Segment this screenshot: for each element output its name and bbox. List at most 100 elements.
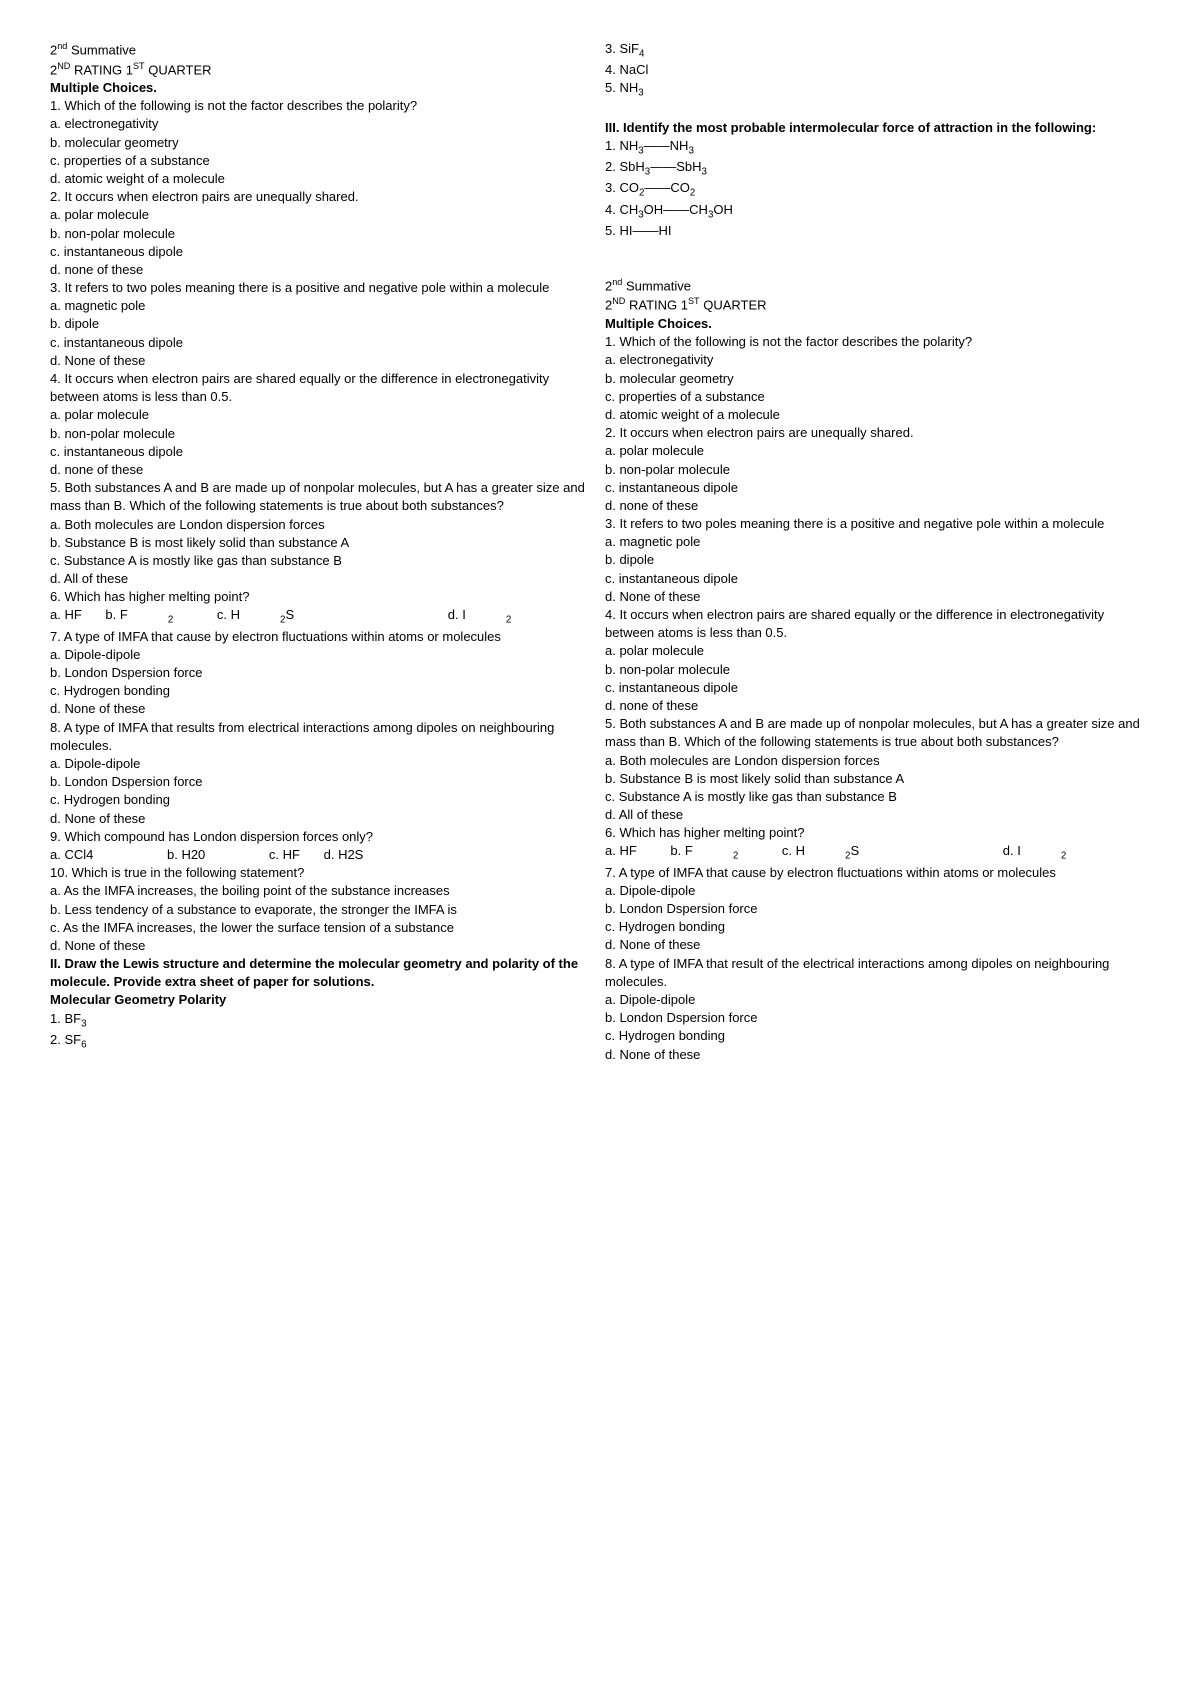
option-3d-right: d. None of these — [605, 588, 1150, 606]
option-8b-right: b. London Dspersion force — [605, 1009, 1150, 1027]
question-6: 6. Which has higher melting point? — [50, 588, 595, 606]
option-8a-right: a. Dipole-dipole — [605, 991, 1150, 1009]
header-line-2: 2ND RATING 1ST QUARTER — [50, 60, 595, 80]
option-2c: c. instantaneous dipole — [50, 243, 595, 261]
option-1b: b. molecular geometry — [50, 134, 595, 152]
multiple-choices-title-right: Multiple Choices. — [605, 315, 1150, 333]
question-6-right: 6. Which has higher melting point? — [605, 824, 1150, 842]
option-8d: d. None of these — [50, 810, 595, 828]
section-2-subtitle: Molecular Geometry Polarity — [50, 991, 595, 1009]
option-8c: c. Hydrogen bonding — [50, 791, 595, 809]
right-column: 3. SiF4 4. NaCl 5. NH3 III. Identify the… — [605, 40, 1150, 1064]
section-3-item-1: 1. NH3——NH3 — [605, 137, 1150, 158]
question-5-right: 5. Both substances A and B are made up o… — [605, 715, 1150, 751]
option-2b: b. non-polar molecule — [50, 225, 595, 243]
option-8b: b. London Dspersion force — [50, 773, 595, 791]
question-9: 9. Which compound has London dispersion … — [50, 828, 595, 846]
option-2a: a. polar molecule — [50, 206, 595, 224]
question-2-right: 2. It occurs when electron pairs are une… — [605, 424, 1150, 442]
option-3c-right: c. instantaneous dipole — [605, 570, 1150, 588]
option-7b: b. London Dspersion force — [50, 664, 595, 682]
option-1a-right: a. electronegativity — [605, 351, 1150, 369]
option-3a-right: a. magnetic pole — [605, 533, 1150, 551]
option-1b-right: b. molecular geometry — [605, 370, 1150, 388]
option-7c-right: c. Hydrogen bonding — [605, 918, 1150, 936]
header-line-2-right: 2ND RATING 1ST QUARTER — [605, 295, 1150, 315]
header-line-1-right: 2nd Summative — [605, 276, 1150, 296]
option-7d: d. None of these — [50, 700, 595, 718]
question-10: 10. Which is true in the following state… — [50, 864, 595, 882]
question-2: 2. It occurs when electron pairs are une… — [50, 188, 595, 206]
option-4a-right: a. polar molecule — [605, 642, 1150, 660]
option-4a: a. polar molecule — [50, 406, 595, 424]
section-2-item-5: 5. NH3 — [605, 79, 1150, 100]
option-3a: a. magnetic pole — [50, 297, 595, 315]
option-1c-right: c. properties of a substance — [605, 388, 1150, 406]
question-3: 3. It refers to two poles meaning there … — [50, 279, 595, 297]
option-10c: c. As the IMFA increases, the lower the … — [50, 919, 595, 937]
option-5a: a. Both molecules are London dispersion … — [50, 516, 595, 534]
option-8c-right: c. Hydrogen bonding — [605, 1027, 1150, 1045]
option-3b: b. dipole — [50, 315, 595, 333]
section-2-item-4: 4. NaCl — [605, 61, 1150, 79]
options-6-right: a. HF b. F2 c. H2S d. I2 — [605, 842, 1150, 863]
option-7c: c. Hydrogen bonding — [50, 682, 595, 700]
section-3-item-3: 3. CO2——CO2 — [605, 179, 1150, 200]
question-1: 1. Which of the following is not the fac… — [50, 97, 595, 115]
option-3b-right: b. dipole — [605, 551, 1150, 569]
option-2d-right: d. none of these — [605, 497, 1150, 515]
left-column: 2nd Summative 2ND RATING 1ST QUARTER Mul… — [50, 40, 595, 1064]
option-10a: a. As the IMFA increases, the boiling po… — [50, 882, 595, 900]
option-4b: b. non-polar molecule — [50, 425, 595, 443]
option-1d: d. atomic weight of a molecule — [50, 170, 595, 188]
section-2-item-1: 1. BF3 — [50, 1010, 595, 1031]
option-8a: a. Dipole-dipole — [50, 755, 595, 773]
section-2-item-2: 2. SF6 — [50, 1031, 595, 1052]
option-4d: d. none of these — [50, 461, 595, 479]
option-2a-right: a. polar molecule — [605, 442, 1150, 460]
option-5b-right: b. Substance B is most likely solid than… — [605, 770, 1150, 788]
section-3-item-4: 4. CH3OH——CH3OH — [605, 201, 1150, 222]
option-5c: c. Substance A is mostly like gas than s… — [50, 552, 595, 570]
option-4c-right: c. instantaneous dipole — [605, 679, 1150, 697]
option-10d: d. None of these — [50, 937, 595, 955]
option-3d: d. None of these — [50, 352, 595, 370]
options-9: a. CCl4 b. H20 c. HF d. H2S — [50, 846, 595, 864]
question-8: 8. A type of IMFA that results from elec… — [50, 719, 595, 755]
multiple-choices-title: Multiple Choices. — [50, 79, 595, 97]
option-1d-right: d. atomic weight of a molecule — [605, 406, 1150, 424]
section-3-item-5: 5. HI——HI — [605, 222, 1150, 240]
option-2b-right: b. non-polar molecule — [605, 461, 1150, 479]
question-4-right: 4. It occurs when electron pairs are sha… — [605, 606, 1150, 642]
option-5a-right: a. Both molecules are London dispersion … — [605, 752, 1150, 770]
section-2-item-3: 3. SiF4 — [605, 40, 1150, 61]
option-7b-right: b. London Dspersion force — [605, 900, 1150, 918]
option-1a: a. electronegativity — [50, 115, 595, 133]
option-7d-right: d. None of these — [605, 936, 1150, 954]
question-8-right: 8. A type of IMFA that result of the ele… — [605, 955, 1150, 991]
option-4b-right: b. non-polar molecule — [605, 661, 1150, 679]
option-4c: c. instantaneous dipole — [50, 443, 595, 461]
question-3-right: 3. It refers to two poles meaning there … — [605, 515, 1150, 533]
header-line-1: 2nd Summative — [50, 40, 595, 60]
section-3-title: III. Identify the most probable intermol… — [605, 119, 1150, 137]
section-2-title: II. Draw the Lewis structure and determi… — [50, 955, 595, 991]
option-5b: b. Substance B is most likely solid than… — [50, 534, 595, 552]
options-6: a. HF b. F2 c. H2S d. I2 — [50, 606, 595, 627]
option-10b: b. Less tendency of a substance to evapo… — [50, 901, 595, 919]
section-3-item-2: 2. SbH3——SbH3 — [605, 158, 1150, 179]
question-7: 7. A type of IMFA that cause by electron… — [50, 628, 595, 646]
option-2c-right: c. instantaneous dipole — [605, 479, 1150, 497]
question-1-right: 1. Which of the following is not the fac… — [605, 333, 1150, 351]
option-5d: d. All of these — [50, 570, 595, 588]
option-1c: c. properties of a substance — [50, 152, 595, 170]
option-8d-right: d. None of these — [605, 1046, 1150, 1064]
option-4d-right: d. none of these — [605, 697, 1150, 715]
question-7-right: 7. A type of IMFA that cause by electron… — [605, 864, 1150, 882]
option-7a: a. Dipole-dipole — [50, 646, 595, 664]
option-5c-right: c. Substance A is mostly like gas than s… — [605, 788, 1150, 806]
option-3c: c. instantaneous dipole — [50, 334, 595, 352]
option-7a-right: a. Dipole-dipole — [605, 882, 1150, 900]
question-5: 5. Both substances A and B are made up o… — [50, 479, 595, 515]
question-4: 4. It occurs when electron pairs are sha… — [50, 370, 595, 406]
